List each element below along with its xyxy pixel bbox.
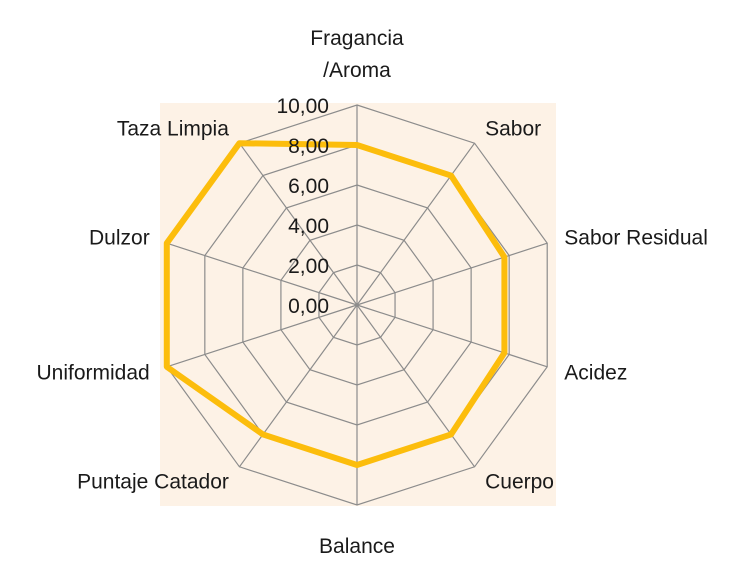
category-label: Puntaje Catador xyxy=(77,470,229,493)
category-label: Taza Limpia xyxy=(117,118,229,141)
category-label: Sabor xyxy=(485,118,541,141)
tick-label: 0,00 xyxy=(288,295,329,318)
category-label: Cuerpo xyxy=(485,470,554,493)
tick-label: 4,00 xyxy=(288,215,329,238)
tick-label: 10,00 xyxy=(276,95,329,118)
category-label: Dulzor xyxy=(89,227,150,250)
tick-label: 6,00 xyxy=(288,175,329,198)
tick-label: 8,00 xyxy=(288,135,329,158)
category-label: Acidez xyxy=(564,361,627,384)
category-label: Balance xyxy=(319,535,395,558)
tick-label: 2,00 xyxy=(288,255,329,278)
category-label: Sabor Residual xyxy=(564,227,708,250)
category-label: Fragancia/Aroma xyxy=(310,27,404,82)
category-label: Uniformidad xyxy=(36,361,149,384)
